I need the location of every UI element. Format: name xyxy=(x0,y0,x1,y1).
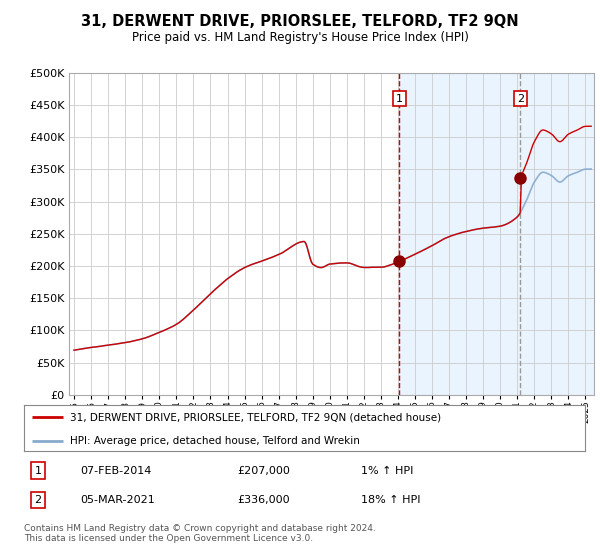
Text: 1: 1 xyxy=(35,465,41,475)
Text: 18% ↑ HPI: 18% ↑ HPI xyxy=(361,495,420,505)
Text: £336,000: £336,000 xyxy=(237,495,290,505)
Text: 2: 2 xyxy=(34,495,41,505)
Text: 07-FEB-2014: 07-FEB-2014 xyxy=(80,465,151,475)
Bar xyxy=(400,73,600,395)
Text: 31, DERWENT DRIVE, PRIORSLEE, TELFORD, TF2 9QN (detached house): 31, DERWENT DRIVE, PRIORSLEE, TELFORD, T… xyxy=(70,412,441,422)
Text: Contains HM Land Registry data © Crown copyright and database right 2024.
This d: Contains HM Land Registry data © Crown c… xyxy=(24,524,376,543)
Text: 31, DERWENT DRIVE, PRIORSLEE, TELFORD, TF2 9QN: 31, DERWENT DRIVE, PRIORSLEE, TELFORD, T… xyxy=(81,14,519,29)
Text: £207,000: £207,000 xyxy=(237,465,290,475)
Text: 1% ↑ HPI: 1% ↑ HPI xyxy=(361,465,413,475)
Text: 1: 1 xyxy=(396,94,403,104)
Text: Price paid vs. HM Land Registry's House Price Index (HPI): Price paid vs. HM Land Registry's House … xyxy=(131,31,469,44)
Text: HPI: Average price, detached house, Telford and Wrekin: HPI: Average price, detached house, Telf… xyxy=(70,436,360,446)
Text: 2: 2 xyxy=(517,94,524,104)
Text: 05-MAR-2021: 05-MAR-2021 xyxy=(80,495,155,505)
